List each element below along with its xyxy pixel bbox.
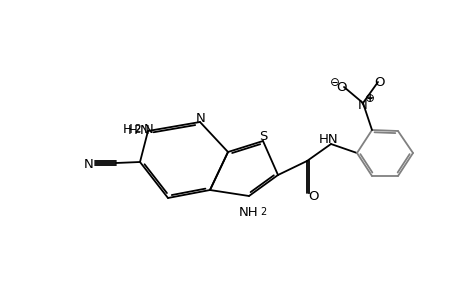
Text: ⊕: ⊕ [364,92,374,104]
Text: 2: 2 [134,124,141,134]
Text: 2: 2 [259,207,266,217]
Text: ⊖: ⊖ [330,76,339,88]
Text: S: S [258,130,267,142]
Text: N: N [84,158,94,170]
Text: O: O [308,190,319,202]
Text: H: H [123,122,133,136]
Text: H: H [128,124,138,136]
Text: NH: NH [239,206,258,218]
Text: N: N [144,122,153,136]
Text: N: N [358,98,367,112]
Text: N: N [140,124,150,136]
Text: N: N [196,112,206,124]
Text: O: O [336,80,347,94]
Text: HN: HN [319,133,338,146]
Text: O: O [374,76,385,88]
Text: +: + [365,93,374,103]
Text: 2: 2 [134,125,140,135]
